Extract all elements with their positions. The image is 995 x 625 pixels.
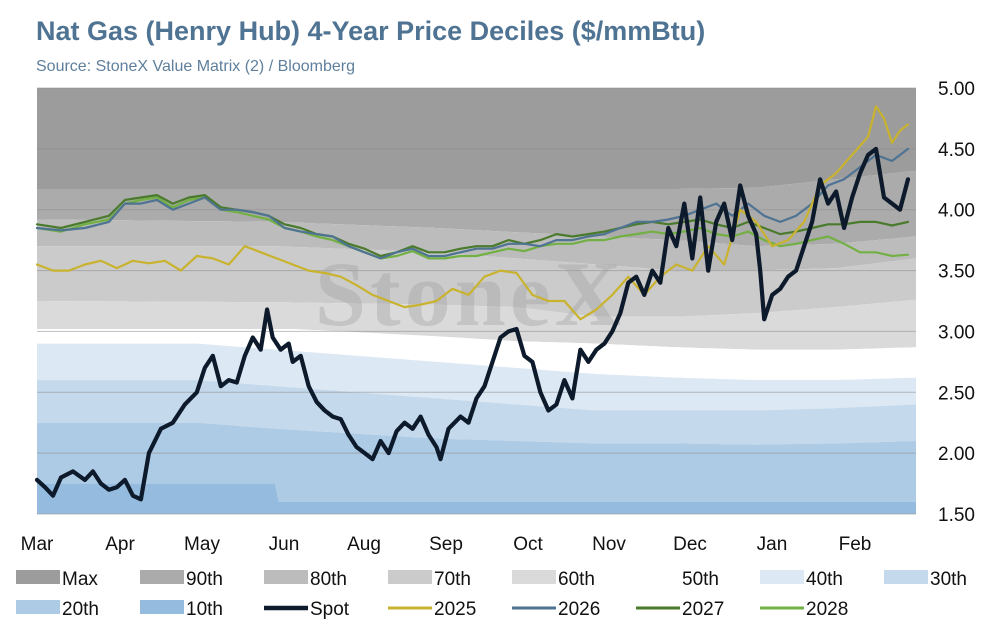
- x-tick-label: Nov: [592, 534, 626, 555]
- decile-band-70th: [37, 246, 916, 317]
- legend-label: 30th: [930, 569, 967, 590]
- decile-band-30th: [37, 380, 916, 445]
- x-tick-label: Aug: [347, 534, 381, 555]
- decile-bands: [37, 88, 916, 514]
- legend-label: 2026: [558, 599, 600, 620]
- legend-item-30th: 30th: [884, 569, 967, 590]
- legend-label: 10th: [186, 599, 223, 620]
- legend-label: Spot: [310, 599, 350, 620]
- legend-label: 2028: [806, 599, 848, 620]
- legend-item-80th: 80th: [264, 569, 347, 590]
- legend-item-2025: 2025: [388, 599, 476, 620]
- y-tick-label: 2.50: [938, 383, 975, 404]
- legend-item-90th: 90th: [140, 569, 223, 590]
- legend-item-50th: 50th: [636, 569, 719, 590]
- y-tick-label: 5.00: [938, 79, 975, 100]
- decile-band-10th: [37, 483, 916, 514]
- legend-label: 90th: [186, 569, 223, 590]
- x-tick-label: Feb: [839, 534, 872, 555]
- legend-label: 2027: [682, 599, 724, 620]
- x-tick-label: Jun: [269, 534, 300, 555]
- legend-swatch: [140, 570, 184, 584]
- y-tick-label: 1.50: [938, 505, 975, 526]
- legend-item-max: Max: [16, 569, 98, 590]
- decile-band-60th: [37, 299, 916, 350]
- decile-band-max: [37, 88, 916, 189]
- legend-swatch: [140, 600, 184, 614]
- y-tick-label: 2.00: [938, 444, 975, 465]
- legend-label: 60th: [558, 569, 595, 590]
- x-axis: Mar Apr May Jun Aug Sep Oct Nov Dec Jan Feb: [21, 534, 872, 555]
- legend-item-spot: Spot: [264, 599, 350, 620]
- price-series: [34, 105, 911, 502]
- chart-subtitle: Source: StoneX Value Matrix (2) / Bloomb…: [36, 58, 355, 75]
- legend-item-70th: 70th: [388, 569, 471, 590]
- legend-swatch: [884, 570, 928, 584]
- x-tick-label: May: [184, 534, 220, 555]
- legend-item-2028: 2028: [760, 599, 848, 620]
- legend-item-2026: 2026: [512, 599, 600, 620]
- series-line-spot: [34, 146, 911, 502]
- x-tick-label: Oct: [513, 534, 543, 555]
- legend-label: 80th: [310, 569, 347, 590]
- x-tick-label: Sep: [429, 534, 463, 555]
- y-tick-label: 4.00: [938, 201, 975, 222]
- y-tick-label: 3.00: [938, 322, 975, 343]
- legend-swatch: [388, 570, 432, 584]
- legend-item-20th: 20th: [16, 599, 99, 620]
- legend-label: 70th: [434, 569, 471, 590]
- x-tick-label: Jan: [757, 534, 788, 555]
- series-line-2027: [35, 194, 910, 258]
- legend-label: 20th: [62, 599, 99, 620]
- legend-swatch: [512, 570, 556, 584]
- legend-label: 40th: [806, 569, 843, 590]
- y-axis: 5.00 4.50 4.00 3.50 3.00 2.50 2.00 1.50: [938, 79, 975, 526]
- legend-swatch: [16, 600, 60, 614]
- decile-band-40th: [37, 343, 916, 411]
- legend-item-2027: 2027: [636, 599, 724, 620]
- legend-item-40th: 40th: [760, 569, 843, 590]
- y-tick-label: 4.50: [938, 140, 975, 161]
- legend-label: Max: [62, 569, 98, 590]
- chart-title: Nat Gas (Henry Hub) 4-Year Price Deciles…: [36, 16, 705, 46]
- gridlines: [37, 87, 916, 515]
- legend-swatch: [16, 570, 60, 584]
- legend-item-10th: 10th: [140, 599, 223, 620]
- y-tick-label: 3.50: [938, 262, 975, 283]
- decile-band-20th: [37, 422, 916, 502]
- legend: Max 90th 80th 70th 60th 50th 40th 30th 20th 10th S…: [16, 569, 967, 620]
- legend-item-60th: 60th: [512, 569, 595, 590]
- decile-band-80th: [37, 219, 916, 271]
- series-line-2025: [35, 105, 910, 321]
- legend-swatch: [264, 570, 308, 584]
- legend-swatch: [760, 570, 804, 584]
- x-tick-label: Mar: [21, 534, 54, 555]
- legend-label: 2025: [434, 599, 476, 620]
- legend-label: 50th: [682, 569, 719, 590]
- x-tick-label: Dec: [673, 534, 707, 555]
- legend-swatch: [636, 570, 680, 584]
- x-tick-label: Apr: [105, 534, 135, 555]
- series-line-2026: [35, 147, 910, 260]
